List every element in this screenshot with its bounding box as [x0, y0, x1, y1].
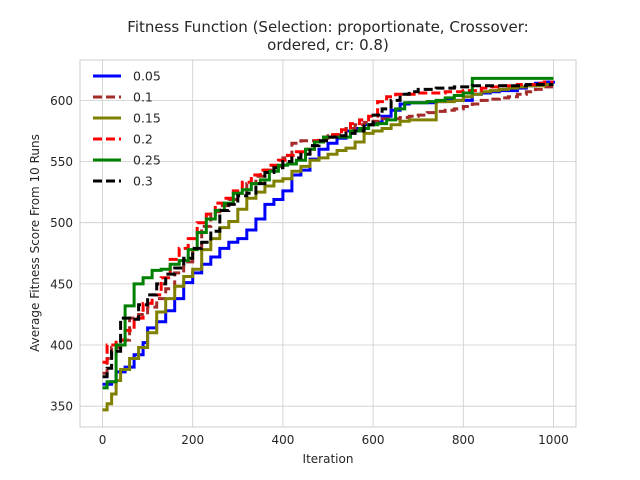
legend-label: 0.3 — [133, 174, 153, 189]
y-axis-label: Average Fitness Score From 10 Runs — [28, 134, 42, 352]
legend-label: 0.15 — [133, 111, 161, 126]
x-tick-label: 1000 — [538, 433, 569, 447]
legend-label: 0.1 — [133, 90, 153, 105]
y-tick-label: 450 — [50, 277, 73, 291]
plot-border — [79, 59, 577, 428]
series-lines — [102, 76, 555, 412]
x-tick-label: 400 — [271, 433, 294, 447]
y-tick-label: 550 — [50, 155, 73, 169]
tick-labels: 0 200 400 600 800 1000 350 400 450 500 550 600 — [50, 94, 569, 447]
series-line-0-15 — [102, 83, 554, 412]
plot-area-frame — [79, 59, 577, 428]
y-tick-label: 600 — [50, 94, 73, 108]
y-tick-label: 350 — [50, 400, 73, 414]
x-tick-label: 200 — [181, 433, 204, 447]
x-tick-label: 800 — [452, 433, 475, 447]
legend-label: 0.2 — [133, 132, 153, 147]
y-tick-label: 500 — [50, 216, 73, 230]
x-axis-label: Iteration — [303, 452, 354, 466]
chart-title-line-1: Fitness Function (Selection: proportiona… — [127, 18, 528, 36]
legend: 0.05 0.1 0.15 0.2 0.25 0.3 — [93, 69, 161, 189]
series-line-0-3 — [102, 83, 554, 379]
legend-label: 0.05 — [133, 69, 161, 84]
y-tick-label: 400 — [50, 339, 73, 353]
x-tick-label: 0 — [99, 433, 107, 447]
gridlines — [80, 60, 576, 427]
x-tick-label: 600 — [362, 433, 385, 447]
legend-label: 0.25 — [133, 153, 161, 168]
chart-title-line-2: ordered, cr: 0.8) — [267, 36, 389, 54]
series-line-0-25 — [102, 76, 554, 390]
series-line-0-2 — [102, 80, 554, 364]
